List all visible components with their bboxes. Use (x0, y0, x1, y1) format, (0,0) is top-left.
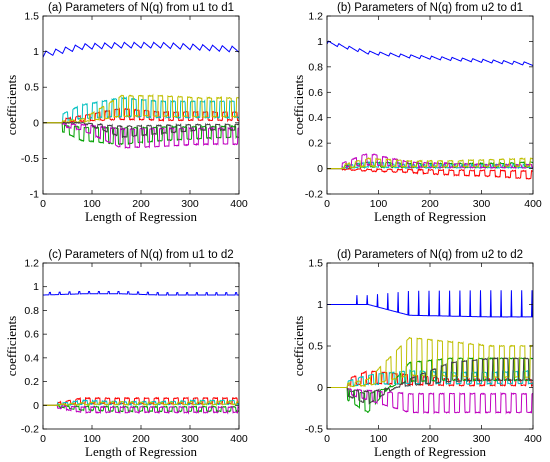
x-tick-label: 300 (473, 198, 491, 210)
y-tick-label: -0.2 (21, 424, 39, 436)
series-line-4 (43, 122, 239, 149)
y-tick-label: 1.2 (24, 258, 39, 270)
y-tick-label: 0 (317, 163, 323, 175)
y-tick-label: 0.5 (24, 82, 39, 94)
x-tick-label: 200 (132, 198, 150, 210)
series-line-4 (43, 404, 239, 415)
y-tick-label: 1 (317, 36, 323, 48)
y-tick-label: 1 (317, 299, 323, 311)
subplot-a: (a) Parameters of N(q) from u1 to d1 Len… (4, 2, 248, 224)
x-tick-label: 400 (230, 198, 248, 210)
x-tick-label: 200 (421, 198, 439, 210)
series-group (43, 41, 239, 149)
x-tick-label: 100 (370, 198, 388, 210)
series-line-1 (327, 167, 533, 180)
x-tick-label: 0 (324, 198, 330, 210)
series-line-6 (43, 121, 239, 139)
y-tick-label: 0.4 (308, 112, 323, 124)
x-tick-label: 300 (181, 433, 199, 445)
series-line-0 (327, 290, 533, 318)
y-tick-label: 0.2 (308, 138, 323, 150)
y-tick-label: 0.8 (24, 305, 39, 317)
y-tick-label: -0.5 (305, 424, 323, 436)
series-line-5 (327, 336, 533, 388)
y-tick-label: 0.4 (24, 352, 39, 364)
y-tick-label: 0.2 (24, 376, 39, 388)
subplot-title: (a) Parameters of N(q) from u1 to d1 (48, 2, 234, 14)
subplot-c: (c) Parameters of N(q) from u1 to d2 Len… (4, 249, 248, 459)
y-axis-label: coefficients (4, 316, 19, 376)
series-line-0 (43, 291, 239, 296)
y-tick-label: 1.5 (24, 11, 39, 23)
series-line-0 (327, 40, 533, 67)
x-tick-label: 100 (370, 433, 388, 445)
x-tick-label: 100 (83, 198, 101, 210)
y-axis-label: coefficients (4, 75, 19, 135)
x-tick-label: 0 (40, 433, 46, 445)
y-tick-label: 0 (33, 117, 39, 129)
x-axis-label: Length of Regression (374, 209, 486, 224)
y-tick-label: -0.2 (305, 189, 323, 201)
subplot-d: (d) Parameters of N(q) from u2 to d2 Len… (291, 249, 542, 459)
subplot-title: (c) Parameters of N(q) from u1 to d2 (48, 249, 233, 261)
subplot-title: (d) Parameters of N(q) from u2 to d2 (337, 249, 523, 261)
series-line-6 (327, 356, 533, 405)
series-line-3 (43, 96, 239, 124)
y-tick-label: -0.5 (21, 153, 39, 165)
series-line-5 (327, 157, 533, 170)
x-tick-label: 400 (524, 433, 542, 445)
x-axis-label: Length of Regression (85, 444, 197, 459)
y-tick-label: -1 (30, 189, 39, 201)
x-tick-label: 300 (181, 198, 199, 210)
x-tick-label: 100 (83, 433, 101, 445)
y-tick-label: 1.5 (308, 258, 323, 270)
series-line-5 (43, 400, 239, 407)
y-tick-label: 0 (33, 400, 39, 412)
subplot-title: (b) Parameters of N(q) from u2 to d1 (337, 2, 523, 14)
y-tick-label: 0 (317, 382, 323, 394)
y-tick-label: 0.6 (308, 87, 323, 99)
x-tick-label: 0 (324, 433, 330, 445)
y-tick-label: 1.2 (308, 11, 323, 23)
y-tick-label: 1 (33, 46, 39, 58)
x-tick-label: 400 (230, 433, 248, 445)
series-line-4 (327, 387, 533, 415)
series-line-5 (43, 93, 239, 124)
x-tick-label: 0 (40, 198, 46, 210)
series-line-0 (43, 41, 239, 58)
y-axis-label: coefficients (291, 316, 306, 376)
x-tick-label: 200 (421, 433, 439, 445)
x-tick-label: 400 (524, 198, 542, 210)
y-tick-label: 0.6 (24, 329, 39, 341)
x-axis-label: Length of Regression (85, 209, 197, 224)
x-axis-label: Length of Regression (374, 444, 486, 459)
y-tick-label: 1 (33, 281, 39, 293)
x-tick-label: 300 (473, 433, 491, 445)
y-tick-label: 0.5 (308, 341, 323, 353)
subplot-b: (b) Parameters of N(q) from u2 to d1 Len… (291, 2, 542, 224)
series-group (43, 291, 239, 415)
x-tick-label: 200 (132, 433, 150, 445)
y-tick-label: 0.8 (308, 61, 323, 73)
y-axis-label: coefficients (291, 75, 306, 135)
series-group (327, 290, 533, 415)
series-group (327, 40, 533, 180)
